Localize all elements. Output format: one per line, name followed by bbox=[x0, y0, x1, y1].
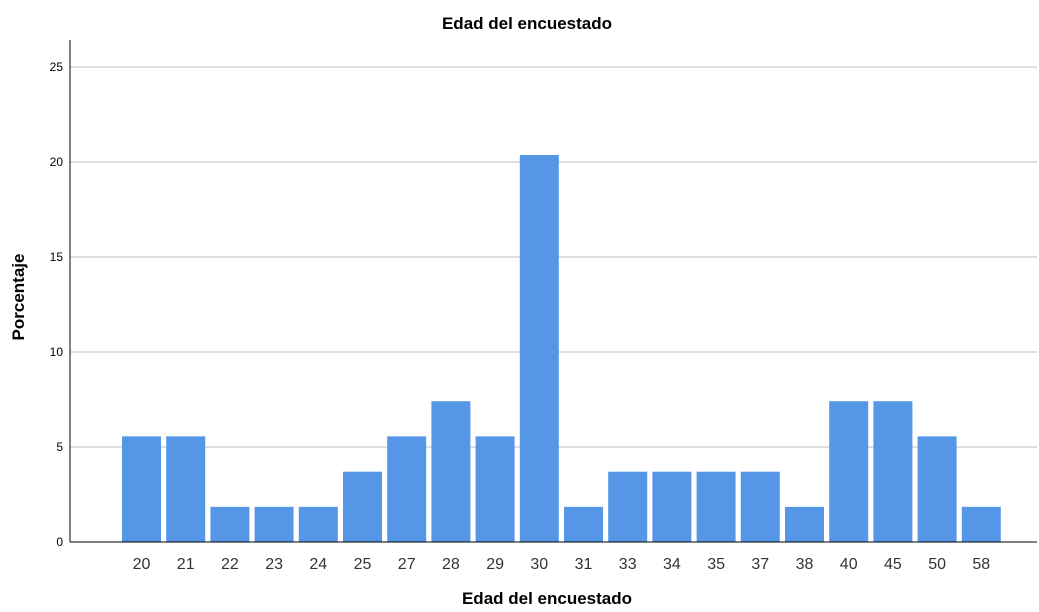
y-tick-label: 10 bbox=[50, 345, 64, 359]
x-tick-label: 31 bbox=[575, 556, 593, 573]
x-tick-label: 30 bbox=[530, 556, 548, 573]
bar-20 bbox=[122, 436, 161, 542]
y-axis-title: Porcentaje bbox=[9, 254, 28, 341]
x-tick-label: 40 bbox=[840, 556, 858, 573]
bar-35 bbox=[696, 471, 736, 542]
x-tick-labels: 20 21 22 23 24 25 27 28 29 30 31 33 34 35 37 38 40 45 50 58 bbox=[133, 556, 991, 573]
bar-33 bbox=[608, 471, 648, 542]
x-tick-label: 50 bbox=[928, 556, 946, 573]
bar-50 bbox=[917, 436, 957, 542]
x-tick-label: 38 bbox=[796, 556, 814, 573]
bar-31 bbox=[564, 506, 603, 542]
y-tick-labels: 0 5 10 15 20 25 bbox=[50, 60, 64, 549]
y-tick-label: 0 bbox=[56, 535, 63, 549]
bar-45 bbox=[873, 401, 913, 542]
bar-34 bbox=[652, 471, 692, 542]
bar-38 bbox=[785, 506, 824, 542]
x-tick-label: 35 bbox=[707, 556, 725, 573]
chart-title: Edad del encuestado bbox=[442, 14, 612, 33]
x-tick-label: 29 bbox=[486, 556, 504, 573]
bar-25 bbox=[343, 471, 382, 542]
x-tick-label: 25 bbox=[354, 556, 372, 573]
bar-29 bbox=[475, 436, 515, 542]
x-tick-label: 23 bbox=[265, 556, 283, 573]
x-tick-label: 20 bbox=[133, 556, 151, 573]
bar-24 bbox=[298, 506, 338, 542]
y-tick-label: 25 bbox=[50, 60, 64, 74]
bar-30 bbox=[519, 154, 559, 542]
y-tick-label: 15 bbox=[50, 250, 64, 264]
bar-27 bbox=[387, 436, 427, 542]
bar-58 bbox=[961, 506, 1001, 542]
x-tick-label: 28 bbox=[442, 556, 460, 573]
x-tick-label: 58 bbox=[972, 556, 990, 573]
bar-37 bbox=[740, 471, 780, 542]
bar-28 bbox=[431, 401, 471, 542]
bar-23 bbox=[254, 506, 294, 542]
x-tick-label: 45 bbox=[884, 556, 902, 573]
bar-22 bbox=[210, 506, 250, 542]
x-axis-title: Edad del encuestado bbox=[462, 589, 632, 608]
x-tick-label: 24 bbox=[309, 556, 327, 573]
bar-21 bbox=[166, 436, 206, 542]
bar-40 bbox=[829, 401, 869, 542]
bars bbox=[122, 154, 1001, 542]
x-tick-label: 33 bbox=[619, 556, 637, 573]
x-tick-label: 27 bbox=[398, 556, 416, 573]
x-tick-label: 21 bbox=[177, 556, 195, 573]
x-tick-label: 22 bbox=[221, 556, 239, 573]
y-tick-label: 20 bbox=[50, 155, 64, 169]
y-tick-label: 5 bbox=[56, 440, 63, 454]
x-tick-label: 37 bbox=[751, 556, 769, 573]
x-tick-label: 34 bbox=[663, 556, 681, 573]
